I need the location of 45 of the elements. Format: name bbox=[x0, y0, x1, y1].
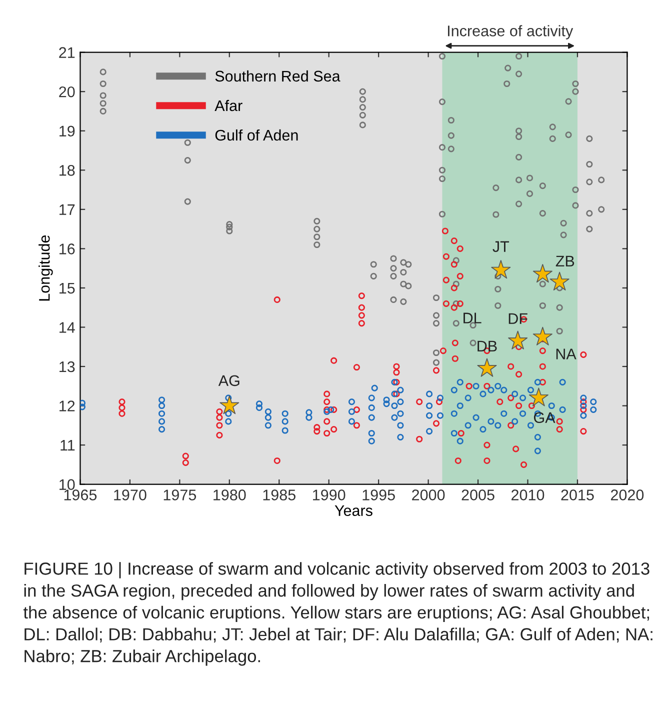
y-axis-title: Longitude bbox=[38, 235, 53, 301]
annotation: DB bbox=[478, 340, 497, 352]
y-tick-label: 14 bbox=[60, 322, 75, 333]
y-tick-label: 10 bbox=[60, 479, 75, 490]
y-tick-label: 12 bbox=[60, 400, 75, 412]
y-tick-label: 16 bbox=[60, 244, 75, 254]
annotation: JT bbox=[492, 241, 510, 252]
y-tick-label: 17 bbox=[60, 204, 75, 215]
y-tick-label: 19 bbox=[60, 126, 75, 137]
band-label: Increase of activity bbox=[448, 25, 574, 40]
x-axis-title: Years bbox=[334, 505, 372, 516]
x-tick-label: 1980 bbox=[214, 490, 246, 500]
y-tick-label: 20 bbox=[59, 86, 75, 98]
legend-label: Southern Red Sea bbox=[215, 70, 340, 82]
annotation: NA bbox=[556, 348, 576, 360]
point bbox=[528, 388, 548, 406]
x-tick-label: 2020 bbox=[610, 490, 644, 500]
y-tick-label: 11 bbox=[60, 440, 75, 451]
annotation: DL bbox=[464, 312, 482, 324]
point bbox=[532, 326, 552, 346]
point bbox=[220, 396, 240, 414]
x-tick-label: 2015 bbox=[561, 490, 594, 500]
x-tick-label: 2005 bbox=[462, 490, 494, 500]
x-tick-label: 1975 bbox=[164, 490, 196, 500]
legend-label: Gulf of Aden bbox=[215, 129, 298, 141]
x-tick-label: 1990 bbox=[313, 490, 346, 500]
point bbox=[508, 330, 528, 350]
x-tick-label: 1995 bbox=[362, 490, 395, 500]
x-tick-label: 2010 bbox=[512, 490, 544, 500]
y-tick-label: 21 bbox=[59, 47, 75, 58]
y-tick-label: 13 bbox=[60, 361, 75, 372]
x-tick-label: 1985 bbox=[263, 490, 296, 500]
x-tick-label: 1970 bbox=[114, 490, 146, 500]
x-tick-label: 2000 bbox=[412, 490, 445, 500]
point bbox=[477, 358, 497, 377]
y-tick-label: 18 bbox=[60, 165, 75, 176]
point bbox=[532, 264, 552, 283]
point bbox=[550, 272, 570, 290]
annotation: AG bbox=[218, 375, 240, 386]
legend-label: Afar bbox=[214, 100, 242, 112]
caption: FIGURE 10 | Increase of swarm and volcanic activity observed from 2003 to 2013 in the SAGA region, preceded and followed by lower rates of swarm activity and the absence of volcanic eruptions. Yellow stars are eruptions; AG: Asal Ghoubbet; DL: Dallol; DB: Dabbahu; JT: Jebel at Tair; DF: Alu Dalafilla; GA: Gulf of Aden; NA: Nabro; ZB: Zubair Archipelago. bbox=[23, 562, 652, 666]
x-tick-label: 1965 bbox=[64, 490, 97, 500]
point bbox=[491, 260, 511, 279]
y-tick-label: 15 bbox=[60, 282, 75, 294]
annotation: ZB bbox=[556, 256, 574, 266]
